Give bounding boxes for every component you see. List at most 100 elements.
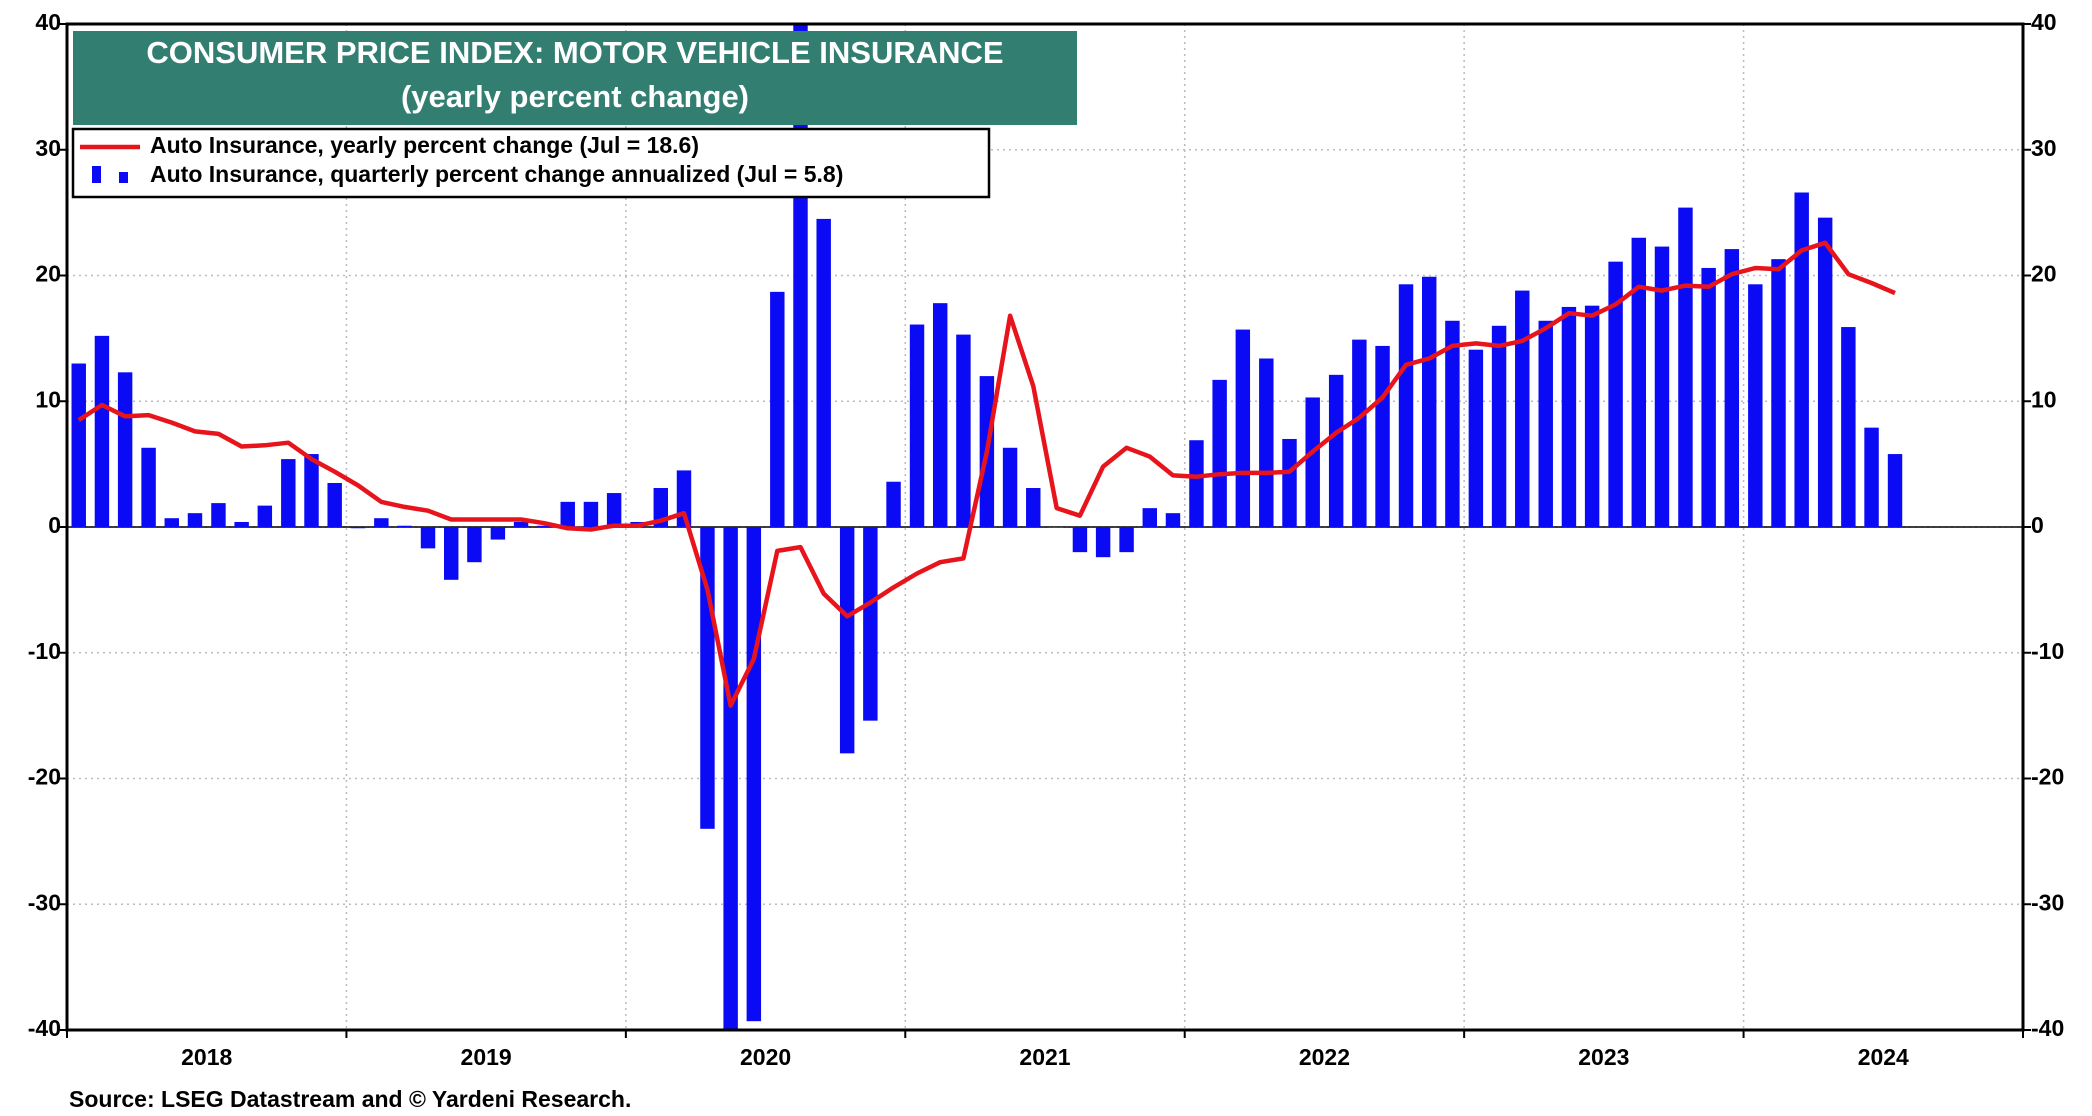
bar: [350, 527, 366, 529]
y2-tick-label: -20: [2031, 764, 2064, 790]
bar: [1841, 327, 1856, 527]
bar: [816, 218, 831, 527]
bar: [1538, 320, 1553, 527]
bar: [327, 482, 342, 527]
title-box: [73, 31, 1077, 125]
bar: [1049, 527, 1064, 528]
bar: [863, 527, 878, 721]
y2-tick-label: -40: [2031, 1015, 2064, 1041]
bar: [187, 513, 203, 527]
bar: [1212, 379, 1227, 527]
bar: [1352, 339, 1367, 527]
bar: [932, 303, 948, 527]
bar: [1515, 290, 1530, 527]
x-tick-label: 2020: [740, 1044, 791, 1070]
legend: Auto Insurance, yearly percent change (J…: [71, 127, 991, 199]
bar: [490, 527, 506, 540]
y2-tick-label: 10: [2031, 386, 2057, 412]
bar: [606, 493, 622, 527]
y-tick-label: 20: [35, 261, 61, 287]
legend-swatch: [92, 166, 101, 183]
y-tick-label: -40: [28, 1015, 61, 1041]
x-tick-label: 2021: [1019, 1044, 1070, 1070]
y2-tick-label: 20: [2031, 261, 2057, 287]
bar: [1282, 438, 1297, 527]
y-tick-label: -20: [28, 764, 61, 790]
bar: [1631, 237, 1647, 527]
bar: [1189, 440, 1204, 527]
bar: [1072, 527, 1088, 553]
bar: [583, 501, 599, 527]
bar: [281, 459, 296, 527]
bar: [1421, 276, 1437, 527]
bar: [513, 521, 529, 527]
bar: [886, 481, 901, 527]
bar: [1468, 349, 1484, 527]
bar: [1887, 454, 1903, 527]
x-tick-label: 2018: [181, 1044, 232, 1070]
bar: [560, 501, 575, 527]
bar: [1398, 284, 1414, 527]
y2-tick-label: 0: [2031, 512, 2044, 538]
bar: [1026, 488, 1041, 527]
bar: [94, 335, 110, 527]
bar: [1328, 374, 1344, 527]
bar: [770, 291, 785, 527]
y-tick-label: 10: [35, 386, 61, 412]
x-tick-label: 2019: [461, 1044, 512, 1070]
bar: [1491, 325, 1507, 527]
bar: [909, 324, 925, 527]
bar: [443, 527, 459, 580]
y-tick-label: -30: [28, 889, 61, 915]
bar: [1864, 427, 1879, 527]
source-note: Source: LSEG Datastream and © Yardeni Re…: [69, 1086, 631, 1112]
bar: [1002, 447, 1018, 527]
bar: [723, 527, 738, 1030]
legend-label: Auto Insurance, yearly percent change (J…: [150, 132, 699, 158]
line: [77, 240, 1896, 708]
bar: [1794, 192, 1809, 527]
bar: [839, 527, 855, 754]
x-tick-label: 2024: [1858, 1044, 1909, 1070]
bar: [211, 503, 226, 527]
bar: [397, 525, 412, 527]
bar: [71, 363, 86, 527]
bar: [1259, 358, 1274, 527]
bar: [1701, 267, 1716, 527]
x-tick-label: 2023: [1578, 1044, 1629, 1070]
bar: [1235, 329, 1251, 527]
bar: [1095, 527, 1111, 558]
y2-tick-label: -10: [2031, 638, 2064, 664]
bar: [257, 505, 273, 527]
bar: [420, 527, 436, 549]
y-tick-label: 40: [35, 9, 61, 35]
bar: [117, 372, 133, 527]
bar: [164, 518, 180, 527]
bar: [956, 334, 971, 527]
bar: [374, 518, 389, 527]
y-tick-label: -10: [28, 638, 61, 664]
bar: [1724, 249, 1740, 527]
chart-title: CONSUMER PRICE INDEX: MOTOR VEHICLE INSU…: [146, 35, 1003, 70]
bar: [1678, 207, 1693, 527]
bar: [537, 525, 552, 527]
bar: [304, 454, 319, 527]
bar: [1165, 513, 1181, 527]
legend-label: Auto Insurance, quarterly percent change…: [150, 161, 843, 187]
bar: [1445, 320, 1460, 527]
y2-tick-label: -30: [2031, 889, 2064, 915]
bar: [1771, 259, 1786, 527]
y2-tick-label: 30: [2031, 135, 2057, 161]
bar: [746, 527, 762, 1022]
line-series: [77, 240, 1896, 708]
bar: [467, 527, 482, 563]
x-tick-label: 2022: [1299, 1044, 1350, 1070]
y2-tick-label: 40: [2031, 9, 2057, 35]
y-tick-label: 30: [35, 135, 61, 161]
plot-frame: [65, 22, 2025, 1032]
bar: [1561, 306, 1577, 527]
chart-subtitle: (yearly percent change): [401, 79, 749, 114]
bar: [1608, 261, 1623, 527]
legend-swatch: [119, 172, 128, 183]
